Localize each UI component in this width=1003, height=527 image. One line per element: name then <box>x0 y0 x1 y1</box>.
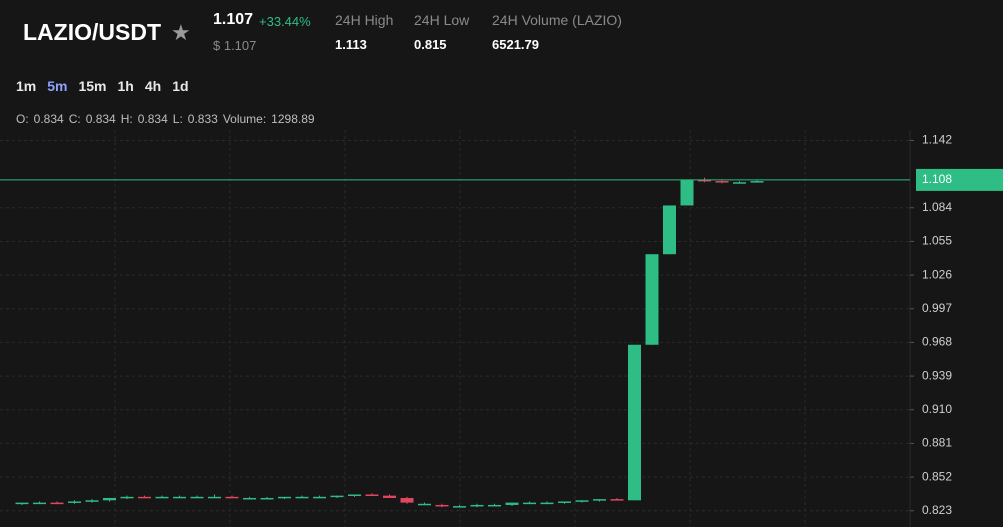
candle-body <box>715 181 729 183</box>
candle-body <box>120 496 134 499</box>
y-tick-label: 1.026 <box>922 267 952 281</box>
stat-label: 24H Volume (LAZIO) <box>492 12 622 28</box>
candle-body <box>628 344 641 501</box>
candle-body <box>173 496 186 499</box>
timeframe[interactable]: 1m <box>16 78 37 94</box>
pair: LAZIO/USDT <box>23 19 161 45</box>
stat-value: 1.113 <box>335 37 367 52</box>
candle-body <box>103 497 116 501</box>
candle-body <box>610 499 624 501</box>
info-value: 0.834 <box>137 112 168 126</box>
timeframes: 1m 5m 15m 1h 4h 1d <box>16 78 189 94</box>
candle-body <box>155 496 169 499</box>
y-tick-label: 0.997 <box>922 301 952 315</box>
info-value: 1298.89 <box>271 112 315 126</box>
y-tick-label: 0.968 <box>922 335 952 349</box>
candle-body <box>663 205 676 255</box>
favorite[interactable]: ★ <box>171 20 191 45</box>
candle-body <box>85 500 99 502</box>
stat-value: 6521.79 <box>492 37 539 52</box>
y-tick-label: 1.142 <box>922 133 952 147</box>
y-tick-label: 1.084 <box>922 200 952 214</box>
y-tick-label: 0.852 <box>922 469 952 483</box>
candle-body <box>208 496 221 499</box>
timeframe[interactable]: 5m <box>47 78 68 94</box>
stat: 24H Low 0.815 <box>414 12 469 52</box>
candle-body <box>190 496 204 499</box>
candle-body <box>313 496 326 499</box>
info-value: 0.834 <box>33 112 64 126</box>
info-label: C: <box>68 112 81 126</box>
candle-body <box>68 501 81 503</box>
timeframe[interactable]: 1d <box>172 78 189 94</box>
y-tick-label: 0.881 <box>922 436 952 450</box>
candle-body <box>750 181 764 183</box>
timeframe[interactable]: 15m <box>78 78 107 94</box>
timeframe[interactable]: 4h <box>144 78 162 94</box>
y-tick-label: 0.823 <box>922 503 952 517</box>
candle-body <box>593 499 606 501</box>
info-value: 0.833 <box>187 112 218 126</box>
stat-value: 0.815 <box>414 37 447 52</box>
candle-body <box>680 179 694 206</box>
info-label: Volume: <box>222 112 267 126</box>
candle-body <box>33 502 46 505</box>
y-tick-label: 0.910 <box>922 402 952 416</box>
candle-body <box>400 497 414 503</box>
candle-body <box>733 182 746 184</box>
price: 1.107 <box>213 11 254 28</box>
info-label: O: <box>16 112 29 126</box>
info-label: L: <box>172 112 183 126</box>
usd-price: $ 1.107 <box>213 38 257 53</box>
candle-body <box>383 495 396 498</box>
candle-body <box>575 500 589 502</box>
candle-body <box>243 497 256 500</box>
candle-body <box>138 496 151 499</box>
info-label: H: <box>120 112 133 126</box>
candle-body <box>523 502 536 505</box>
timeframe[interactable]: 1h <box>117 78 134 94</box>
last-price-tag <box>916 168 1003 191</box>
y-tick-label: 0.939 <box>922 368 952 382</box>
candle-body <box>540 502 554 505</box>
candle-body <box>50 502 64 505</box>
change: +33.44% <box>259 14 311 29</box>
candle-body <box>435 504 449 507</box>
candle-body <box>418 503 431 506</box>
candle-body <box>453 506 466 508</box>
y-tick-label: 1.055 <box>922 234 952 248</box>
candle-body <box>470 504 484 507</box>
candle-body <box>505 502 519 505</box>
stat-label: 24H Low <box>414 12 470 28</box>
info-value: 0.834 <box>85 112 116 126</box>
header: LAZIO/USDT ★ 1.107 +33.44% $ 1.107 24H H… <box>0 0 1003 130</box>
stat-label: 24H High <box>335 12 394 28</box>
candle-body <box>278 496 291 499</box>
ohlc-info: O: 0.834 C: 0.834 H: 0.834 L: 0.833 Volume: 1298.… <box>16 112 320 126</box>
candle-body <box>295 496 309 499</box>
candle-body <box>365 494 379 496</box>
candle-body <box>645 254 659 345</box>
stat: 24H Volume (LAZIO) 6521.79 <box>492 12 622 52</box>
last-price-label: 1.108 <box>922 172 952 186</box>
candle-body <box>558 501 571 503</box>
candle-body <box>698 179 711 182</box>
candle-body <box>488 504 501 507</box>
stat: 24H High 1.113 <box>335 12 393 52</box>
candle-body <box>225 496 239 499</box>
candle-body <box>348 494 361 496</box>
candle-body <box>330 495 344 498</box>
candle-body <box>260 497 274 500</box>
candle-body <box>15 502 29 505</box>
